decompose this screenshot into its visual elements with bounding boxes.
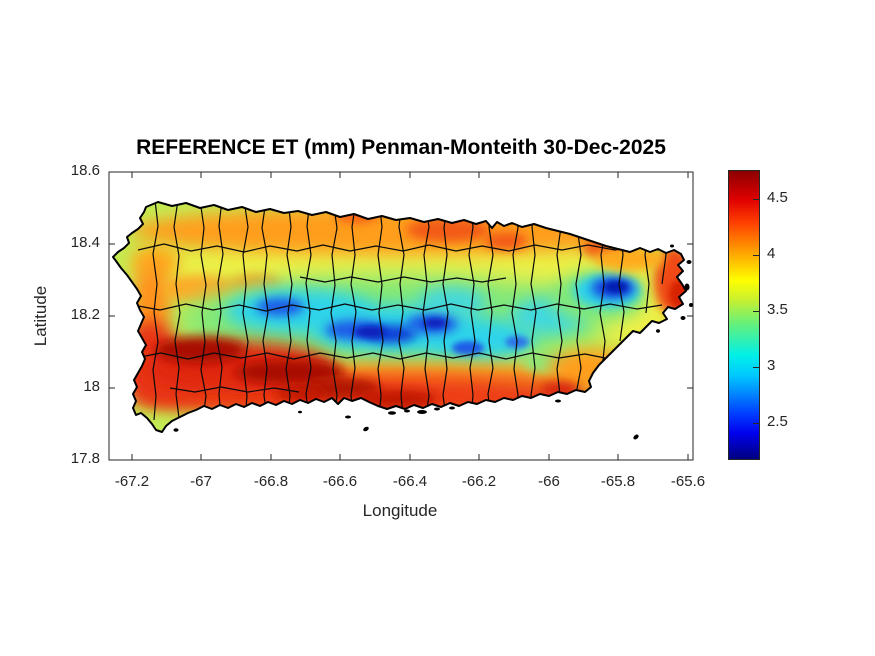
colorbar	[728, 170, 760, 460]
x-tick-label: -65.6	[670, 473, 706, 490]
x-tick-label: -67	[190, 473, 212, 490]
colorbar-tick-mark	[753, 423, 759, 424]
y-tick-label: 18.2	[70, 306, 100, 323]
colorbar-tick-label: 2.5	[767, 413, 788, 430]
plot-title: REFERENCE ET (mm) Penman-Monteith 30-Dec…	[136, 136, 666, 159]
y-tick-label: 18.4	[70, 234, 100, 251]
colorbar-tick-mark	[753, 367, 759, 368]
colorbar-tick-label: 4.5	[767, 189, 788, 206]
colorbar-tick-label: 3	[767, 357, 776, 374]
y-tick-label: 18.6	[70, 162, 100, 179]
y-tick-label: 17.8	[70, 450, 100, 467]
et-color-surface	[120, 207, 686, 418]
y-axis-label: Latitude	[31, 285, 50, 347]
x-axis-label: Longitude	[362, 501, 438, 520]
colorbar-tick-mark	[753, 311, 759, 312]
colorbar-tick-mark	[753, 255, 759, 256]
axis-tick-marks	[109, 172, 693, 460]
x-tick-label: -66.8	[253, 473, 289, 490]
x-tick-label: -66.4	[392, 473, 428, 490]
colorbar-tick-mark	[753, 199, 759, 200]
x-tick-label: -66.2	[461, 473, 497, 490]
x-tick-label: -66.6	[322, 473, 358, 490]
x-tick-label: -65.8	[600, 473, 636, 490]
offshore-islets	[173, 244, 693, 440]
colorbar-tick-label: 4	[767, 245, 776, 262]
x-tick-label: -66	[538, 473, 560, 490]
municipality-boundaries	[132, 202, 667, 421]
colorbar-tick-label: 3.5	[767, 301, 788, 318]
x-tick-label: -67.2	[114, 473, 150, 490]
y-tick-label: 18	[83, 378, 100, 395]
island-coastline	[112, 201, 687, 433]
